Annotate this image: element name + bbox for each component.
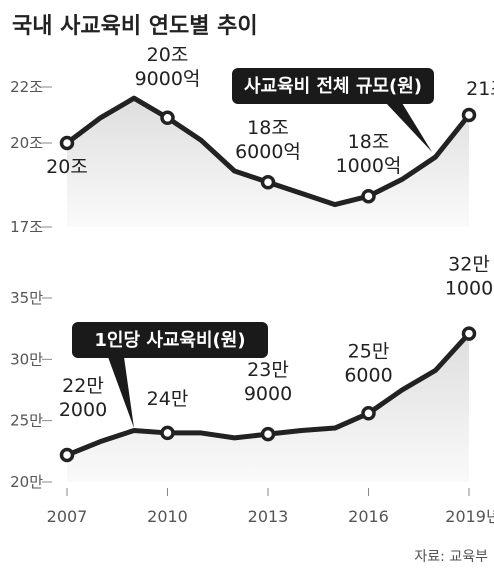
x-tick-label: 2019년	[445, 507, 494, 526]
panel-total-spending: 22조20조17조20조20조9000억18조6000억18조1000억21조사…	[10, 44, 494, 236]
callout-label: 1인당 사교육비(원)	[94, 330, 245, 351]
source-note: 자료: 교육부	[414, 549, 488, 565]
y-tick-label: 17조	[10, 218, 43, 236]
chart-title: 국내 사교육비 연도별 추이	[12, 14, 258, 39]
data-label: 18조 1000억	[336, 131, 402, 177]
series-area	[67, 333, 469, 482]
data-label-line: 6000	[344, 364, 392, 386]
callout-box	[232, 68, 434, 104]
data-label-line: 18조	[247, 117, 289, 139]
data-point-marker	[461, 326, 477, 341]
x-tick-label: 2016	[348, 507, 389, 526]
data-label: 23만 9000	[244, 359, 292, 405]
callout-pointer	[386, 103, 432, 152]
data-label: 32만 1000	[445, 254, 493, 300]
y-tick-label: 20조	[10, 134, 43, 152]
data-point-marker	[260, 174, 276, 190]
data-label-line: 25만	[348, 340, 390, 362]
data-point-marker	[160, 110, 175, 126]
data-label-line: 20조	[46, 156, 88, 178]
data-label: 25만 6000	[344, 340, 392, 386]
data-label: 18조 6000억	[235, 117, 301, 163]
data-label: 20조	[46, 156, 88, 178]
data-point-marker	[361, 406, 376, 421]
callout-label: 사교육비 전체 규모(원)	[244, 76, 422, 97]
data-point-marker	[59, 135, 75, 151]
y-tick-label: 20만	[10, 473, 43, 491]
data-label-line: 1000	[445, 278, 493, 300]
data-label-line: 20조	[147, 44, 189, 66]
x-tick-label: 2007	[47, 507, 88, 526]
data-label-line: 32만	[448, 254, 490, 276]
y-tick-label: 25만	[10, 412, 43, 430]
data-label-line: 18조	[348, 131, 390, 153]
y-tick-label: 22조	[10, 78, 43, 96]
data-label-line: 24만	[147, 388, 189, 410]
y-tick-label: 30만	[10, 350, 43, 368]
data-label-line: 9000	[244, 383, 292, 405]
data-label-line: 9000억	[135, 68, 201, 90]
x-tick-label: 2010	[147, 507, 188, 526]
data-label-line: 6000억	[235, 141, 301, 163]
data-label: 22만 2000	[59, 375, 107, 421]
data-label-line: 2000	[59, 399, 107, 421]
data-point-marker	[461, 107, 477, 123]
data-label: 24만	[147, 388, 189, 410]
data-point-marker	[260, 426, 276, 442]
y-tick-label: 35만	[10, 289, 43, 307]
data-label-line: 22만	[62, 375, 104, 397]
data-point-marker	[59, 447, 75, 463]
data-label-line: 21조	[466, 78, 494, 100]
callout-pointer	[108, 357, 134, 428]
callout-box	[72, 322, 268, 358]
series-area	[67, 98, 469, 227]
data-point-marker	[361, 188, 376, 204]
x-tick-label: 2013	[248, 507, 289, 526]
data-label: 20조 9000억	[135, 44, 201, 90]
data-label-line: 23만	[247, 359, 289, 381]
data-label-line: 1000억	[336, 155, 402, 177]
data-label: 21조	[466, 78, 494, 100]
data-point-marker	[160, 425, 175, 441]
